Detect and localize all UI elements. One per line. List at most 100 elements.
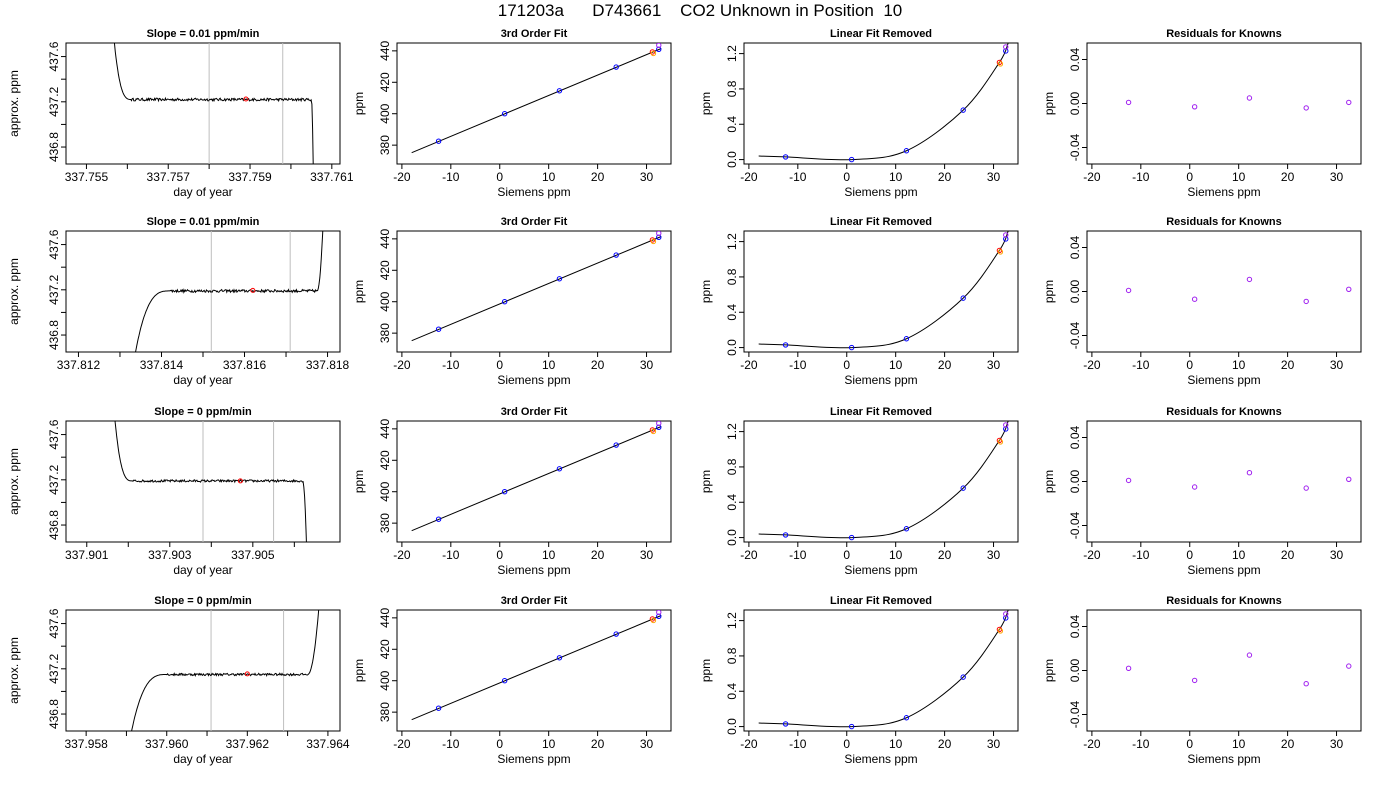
panel-title: 3rd Order Fit <box>501 406 568 418</box>
y-tick-label: -0.04 <box>1068 322 1082 350</box>
x-tick-label: 30 <box>1330 548 1344 562</box>
x-axis-label: day of year <box>173 563 232 577</box>
x-tick-label: 10 <box>1232 170 1246 184</box>
x-tick-label: 20 <box>1281 358 1295 372</box>
x-tick-label: 0 <box>496 737 503 751</box>
x-tick-label: 10 <box>889 548 903 562</box>
x-tick-label: 337.755 <box>65 170 109 184</box>
x-tick-label: 20 <box>591 737 605 751</box>
x-tick-label: -10 <box>442 358 460 372</box>
y-axis-label: approx. ppm <box>7 258 21 325</box>
y-tick-label: 437.6 <box>47 229 61 259</box>
residual-point <box>1191 296 1198 302</box>
x-tick-label: 10 <box>1232 358 1246 372</box>
known-standard-point <box>613 442 619 448</box>
plot-area <box>758 421 1009 541</box>
panel-title: Residuals for Knowns <box>1166 595 1282 607</box>
x-tick-label: 0 <box>496 548 503 562</box>
x-axis-label: Siemens ppm <box>497 185 570 199</box>
residual-point <box>1191 104 1198 110</box>
y-tick-label: 380 <box>378 702 392 722</box>
y-tick-label: 380 <box>378 323 392 343</box>
y-tick-label: 437.2 <box>47 464 61 494</box>
unknown-sample-point <box>650 50 657 57</box>
x-tick-label: -10 <box>789 170 807 184</box>
x-axis-label: Siemens ppm <box>844 752 917 766</box>
x-tick-label: 10 <box>1232 548 1246 562</box>
x-tick-label: 10 <box>889 737 903 751</box>
plot-area <box>1125 95 1352 111</box>
y-tick-label: 440 <box>378 419 392 439</box>
x-tick-label: 30 <box>640 737 654 751</box>
plot-area <box>758 231 1009 351</box>
panel-title: Slope = 0.01 ppm/min <box>147 216 260 228</box>
known-standard-point <box>848 723 855 730</box>
residual-point <box>1346 99 1352 106</box>
y-tick-label: 420 <box>378 639 392 659</box>
known-standard-point <box>613 252 619 258</box>
x-tick-label: 30 <box>987 170 1001 184</box>
plot-frame <box>743 609 1019 732</box>
residual-point <box>1246 276 1253 283</box>
y-axis-label: ppm <box>352 92 366 115</box>
x-tick-label: -10 <box>1132 548 1150 562</box>
known-standard-point <box>656 231 662 236</box>
y-tick-label: 0.0 <box>725 718 739 735</box>
known-standard-point <box>556 655 563 661</box>
plot-area <box>1125 652 1352 687</box>
known-standard-point <box>501 299 508 305</box>
x-tick-label: -20 <box>393 737 411 751</box>
panel-0-2: Linear Fit Removed -20 -10 0 10 20 30 0.0 0.4 0.8… <box>699 28 1019 199</box>
fit-line <box>411 48 662 154</box>
x-tick-label: 337.962 <box>226 737 270 751</box>
plot-area <box>1125 470 1352 491</box>
y-tick-label: 420 <box>378 72 392 92</box>
x-tick-label: 337.761 <box>310 170 354 184</box>
y-tick-label: 400 <box>378 481 392 501</box>
plot-area <box>135 231 324 352</box>
x-tick-label: 30 <box>987 358 1001 372</box>
plot-frame <box>65 42 341 165</box>
known-standard-point <box>1003 422 1009 428</box>
y-tick-label: 0.04 <box>1068 425 1082 449</box>
x-tick-label: 337.816 <box>223 358 267 372</box>
panel-title: Residuals for Knowns <box>1166 28 1282 40</box>
y-tick-label: 1.2 <box>725 45 739 62</box>
residual-point <box>1303 105 1309 111</box>
plot-frame <box>1086 420 1362 543</box>
x-tick-label: -10 <box>1132 170 1150 184</box>
panel-title: Residuals for Knowns <box>1166 406 1282 418</box>
x-tick-label: -10 <box>1132 737 1150 751</box>
panel-1-0: Slope = 0.01 ppm/min 337.812 337.814 337.81… <box>7 216 350 387</box>
panel-0-0: Slope = 0.01 ppm/min 337.755 337.757 337.75… <box>7 28 354 199</box>
x-tick-label: -20 <box>740 737 758 751</box>
mean-point <box>243 96 249 102</box>
x-tick-label: 0 <box>843 358 850 372</box>
panel-title: 3rd Order Fit <box>501 595 568 607</box>
x-tick-label: -10 <box>442 548 460 562</box>
plot-area <box>411 610 662 721</box>
panel-title: Linear Fit Removed <box>830 406 932 418</box>
residual-point <box>1303 298 1309 305</box>
plot-area <box>411 43 662 154</box>
panel-3-2: Linear Fit Removed -20 -10 0 10 20 30 0.0 0.4 0.8… <box>699 595 1019 766</box>
x-axis-label: Siemens ppm <box>1187 373 1260 387</box>
known-standard-point <box>656 421 662 426</box>
residual-point <box>1246 652 1253 658</box>
known-standard-point <box>848 534 855 541</box>
plot-area <box>758 43 1009 163</box>
known-standard-point <box>782 342 789 348</box>
x-tick-label: 337.903 <box>148 548 192 562</box>
unknown-sample-point <box>997 61 1004 67</box>
known-standard-point <box>960 485 966 491</box>
y-tick-label: 0.4 <box>725 683 739 700</box>
x-tick-label: 10 <box>889 358 903 372</box>
x-tick-label: 30 <box>640 170 654 184</box>
panel-0-1: 3rd Order Fit -20 -10 0 10 20 30 380 400 420 440 Si… <box>352 28 672 199</box>
y-tick-label: 420 <box>378 260 392 280</box>
x-tick-label: 337.759 <box>228 170 272 184</box>
x-axis-label: Siemens ppm <box>844 563 917 577</box>
y-tick-label: 0.04 <box>1068 235 1082 259</box>
y-tick-label: 436.8 <box>47 132 61 162</box>
x-tick-label: 337.814 <box>140 358 184 372</box>
